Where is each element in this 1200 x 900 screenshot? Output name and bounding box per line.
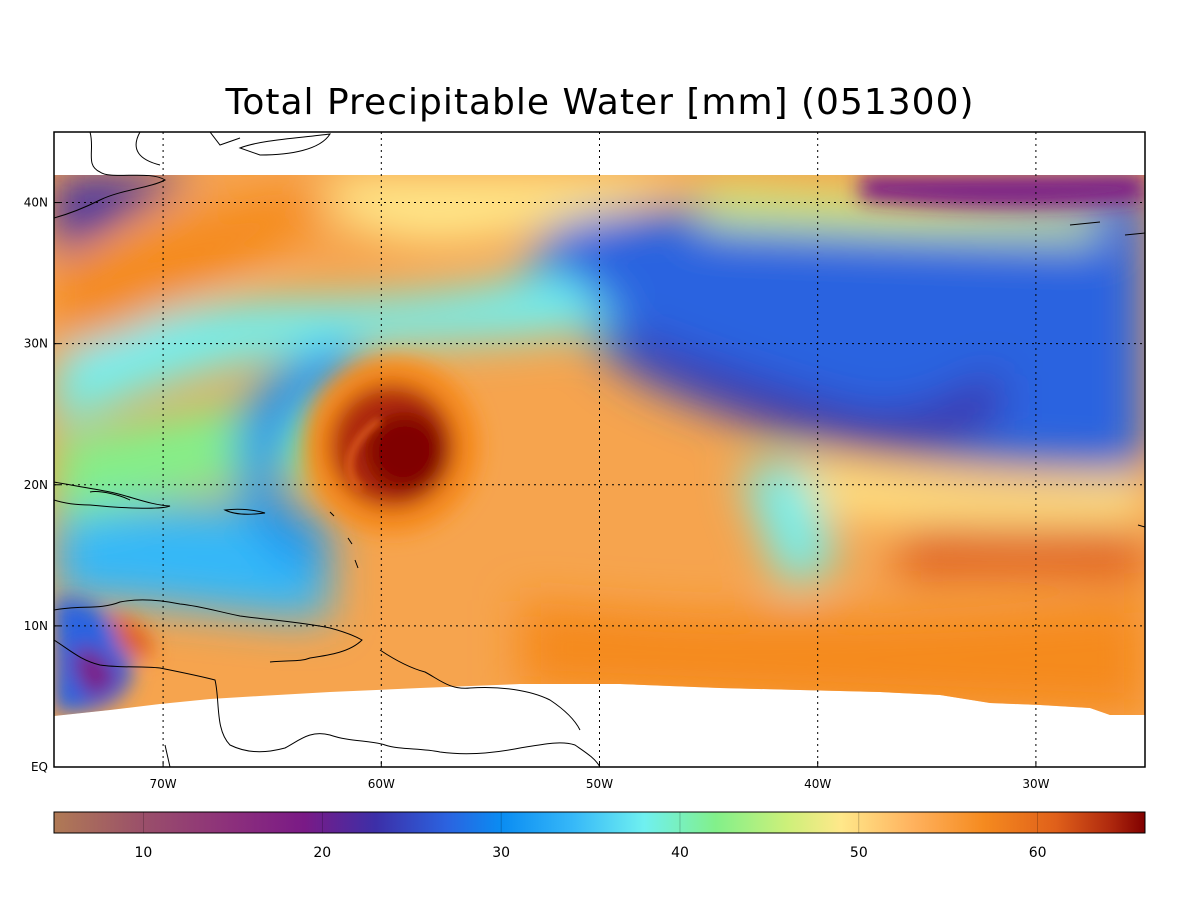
chart-title: Total Precipitable Water [mm] (051300) bbox=[224, 82, 974, 123]
colorbar-tick-label: 20 bbox=[313, 845, 331, 861]
y-tick-label: 10N bbox=[24, 619, 48, 633]
colorbar-tick-label: 30 bbox=[492, 845, 510, 861]
coastlines bbox=[54, 132, 1145, 767]
x-tick-label: 40W bbox=[804, 777, 831, 791]
x-tick-label: 30W bbox=[1022, 777, 1049, 791]
x-tick-label: 60W bbox=[368, 777, 395, 791]
y-tick-label: 30N bbox=[24, 337, 48, 351]
colorbar bbox=[53, 811, 1146, 834]
y-tick-label: EQ bbox=[31, 760, 48, 774]
colorbar-tick-label: 40 bbox=[671, 845, 689, 861]
colorbar-tick-label: 50 bbox=[850, 845, 868, 861]
graticule bbox=[54, 132, 1145, 767]
x-tick-label: 70W bbox=[150, 777, 177, 791]
colorbar-tick-label: 60 bbox=[1029, 845, 1047, 861]
y-tick-label: 40N bbox=[24, 196, 48, 210]
x-tick-label: 50W bbox=[586, 777, 613, 791]
latitude-ticks: EQ 10N 20N 30N 40N bbox=[24, 196, 60, 774]
colorbar-ticks: 10 20 30 40 50 60 bbox=[135, 812, 1047, 861]
longitude-ticks: 70W 60W 50W 40W 30W bbox=[150, 761, 1050, 791]
tpw-field bbox=[54, 175, 1145, 716]
colorbar-tick-label: 10 bbox=[135, 845, 153, 861]
y-tick-label: 20N bbox=[24, 478, 48, 492]
